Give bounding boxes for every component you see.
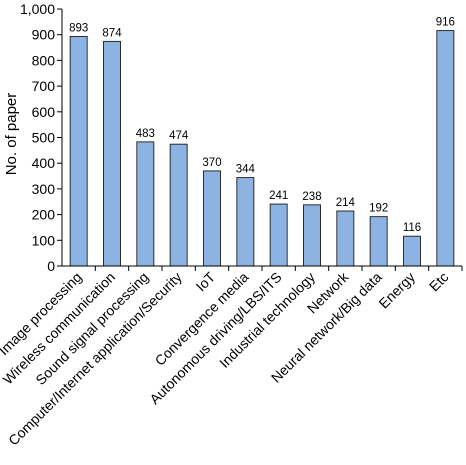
y-tick-label: 900 (32, 27, 56, 43)
bar-neural-network-big-data (369, 216, 388, 267)
category-label-iot: IoT (192, 268, 218, 294)
bar-network (336, 210, 355, 267)
data-label-iot: 370 (202, 157, 221, 169)
y-axis-title: No. of paper (3, 93, 20, 176)
bars-layer (69, 30, 455, 267)
data-label-energy: 116 (403, 222, 421, 234)
bar-image-processing (69, 36, 88, 267)
y-tick-label: 100 (32, 232, 56, 248)
bar-energy (403, 235, 421, 267)
y-tick-label: 500 (32, 130, 56, 146)
data-label-network: 214 (336, 197, 356, 209)
data-label-etc: 916 (436, 17, 455, 29)
y-tick-label: 200 (32, 207, 56, 223)
bar-industrial-technology (303, 204, 321, 267)
y-tick-label: 0 (47, 258, 55, 274)
data-label-neural-network-big-data: 192 (369, 203, 388, 215)
data-label-autonomous-driving-lbs-its: 241 (269, 190, 288, 202)
y-ticks-layer: 0 100 200 300 400 500 600 700 800 900 1,000 (20, 1, 62, 274)
data-label-industrial-technology: 238 (302, 191, 321, 203)
bar-sound-signal-processing (136, 141, 155, 267)
y-tick-label: 300 (32, 181, 56, 197)
data-label-convergence-media: 344 (236, 164, 256, 176)
y-tick-label: 800 (32, 52, 56, 68)
data-label-computer-internet-application-security: 474 (169, 130, 189, 142)
y-tick-label: 400 (32, 155, 56, 171)
data-labels-layer: 893 874 483 474 370 344 241 238 214 192 116 916 (69, 17, 455, 235)
bar-wireless-communication (103, 40, 121, 267)
bar-iot (203, 170, 221, 267)
bar-convergence-media (236, 177, 255, 267)
bar-computer-internet-application-security (169, 143, 188, 267)
y-tick-label: 1,000 (20, 1, 55, 17)
category-label-etc: Etc (426, 269, 452, 295)
data-label-wireless-communication: 874 (102, 27, 122, 39)
y-tick-label: 600 (32, 104, 56, 120)
category-label-energy: Energy (375, 269, 418, 312)
bar-autonomous-driving-lbs-its (269, 203, 288, 267)
y-tick-label: 700 (32, 78, 56, 94)
data-label-sound-signal-processing: 483 (136, 128, 155, 140)
bar-etc (436, 30, 455, 267)
data-label-image-processing: 893 (69, 22, 88, 34)
